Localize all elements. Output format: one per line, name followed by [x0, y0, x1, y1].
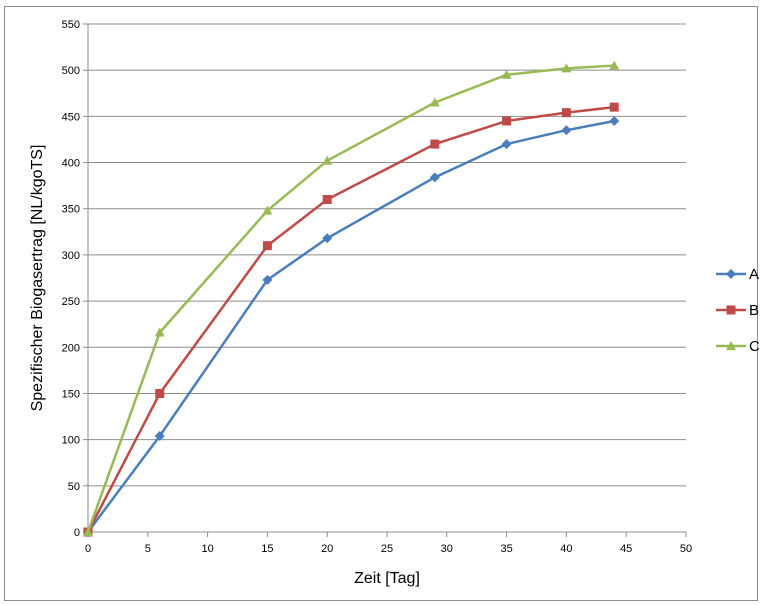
x-tick-label: 0 [85, 543, 91, 555]
series-C [83, 60, 620, 536]
legend-label-B: B [749, 302, 759, 319]
data-point-C [501, 69, 512, 79]
x-tick-label: 40 [560, 543, 572, 555]
y-tick-label: 250 [62, 296, 80, 308]
y-tick-label: 100 [62, 435, 80, 447]
y-tick-label: 550 [62, 19, 80, 31]
gridlines [88, 23, 686, 487]
data-point-A [561, 125, 572, 136]
data-point-A [609, 115, 620, 126]
legend-marker-C [726, 341, 736, 350]
data-point-A [262, 274, 273, 285]
legend: A B C [716, 266, 760, 355]
axes [83, 23, 687, 537]
data-point-C [429, 97, 440, 107]
legend-label-C: C [749, 338, 760, 355]
y-tick-label: 500 [62, 65, 80, 77]
x-tick-label: 45 [620, 543, 632, 555]
data-point-A [501, 139, 512, 150]
legend-marker-A [726, 269, 736, 279]
x-tick-label: 25 [381, 543, 393, 555]
chart-frame [4, 6, 758, 601]
x-tick-label: 15 [261, 543, 273, 555]
x-tick-label: 5 [145, 543, 151, 555]
series-B [83, 102, 619, 537]
data-point-A [429, 172, 440, 183]
y-tick-label: 450 [62, 111, 80, 123]
y-tick-label: 400 [62, 158, 80, 170]
data-point-C [609, 60, 620, 70]
x-tick-label: 35 [500, 543, 512, 555]
y-tick-labels: 0 50 100 150 200 250 300 350 400 450 500 550 [62, 19, 80, 539]
y-tick-label: 0 [74, 527, 80, 539]
data-point-B [561, 108, 571, 118]
x-tick-labels: 0 5 10 15 20 25 30 35 40 45 50 [85, 543, 692, 555]
y-tick-label: 300 [62, 250, 80, 262]
y-tick-label: 50 [68, 481, 80, 493]
data-point-C [322, 155, 333, 165]
y-tick-label: 150 [62, 388, 80, 400]
data-point-C [262, 205, 273, 215]
y-axis-title: Spezifischer Biogasertrag [NL/kgoTS] [29, 145, 46, 412]
legend-marker-B [726, 305, 736, 315]
x-tick-label: 50 [680, 543, 692, 555]
series-A [83, 115, 620, 537]
data-point-C [154, 327, 165, 337]
legend-label-A: A [749, 266, 759, 283]
series-line-A [86, 119, 615, 533]
series-line-C [86, 64, 615, 533]
data-point-B [262, 241, 272, 251]
x-tick-label: 30 [441, 543, 453, 555]
data-point-B [322, 194, 332, 204]
y-tick-label: 200 [62, 342, 80, 354]
x-tick-label: 10 [201, 543, 213, 555]
data-point-A [154, 430, 165, 441]
y-tick-label: 350 [62, 204, 80, 216]
x-tick-label: 20 [321, 543, 333, 555]
data-point-B [430, 139, 440, 149]
x-axis-title: Zeit [Tag] [354, 570, 420, 587]
data-point-B [502, 116, 512, 126]
data-point-A [322, 233, 333, 244]
data-point-C [561, 63, 572, 73]
series [83, 60, 620, 537]
data-point-B [155, 388, 165, 398]
series-line-B [86, 105, 615, 533]
data-point-C [83, 527, 93, 536]
data-point-B [609, 102, 619, 112]
